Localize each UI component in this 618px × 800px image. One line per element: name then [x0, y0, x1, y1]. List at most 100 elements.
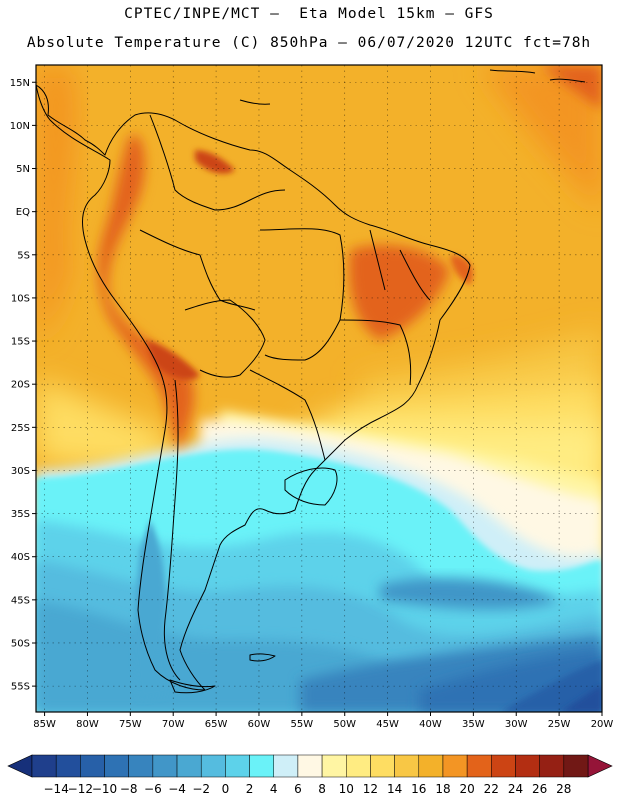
colorbar-label: −2 — [192, 782, 210, 796]
field-warm-north-east — [480, 65, 602, 210]
colorbar-swatch — [55, 754, 81, 778]
colorbar-swatch — [152, 754, 178, 778]
lon-label: 65W — [205, 719, 228, 730]
colorbar-label: −14 — [44, 782, 69, 796]
lat-label: 50S — [11, 638, 30, 649]
colorbar-under-arrow — [7, 754, 33, 778]
colorbar-swatch — [225, 754, 250, 778]
border-peru-brazil — [139, 229, 256, 311]
lon-label: 80W — [76, 719, 99, 730]
colorbar-label: −6 — [144, 782, 162, 796]
longitude-labels: 85W 80W 75W 70W 65W 60W 55W 50W 45W 40W 35W 30W 25W 2… — [33, 719, 613, 730]
border-brazil-paraguay-argentina — [249, 369, 326, 461]
lat-label: 30S — [11, 466, 30, 477]
colorbar-swatch — [491, 754, 516, 778]
field-brazil-northeast — [450, 255, 474, 285]
colorbar-label: 20 — [459, 782, 474, 796]
field-venezuela-hot — [195, 150, 235, 174]
colorbar-swatch — [321, 754, 347, 778]
colorbar-label: −12 — [68, 782, 93, 796]
tierra-del-fuego — [169, 679, 216, 694]
lat-label: 5N — [16, 164, 30, 175]
border-bolivia — [184, 299, 266, 378]
field-altiplano-hot — [145, 340, 200, 380]
colorbar-label: 16 — [411, 782, 426, 796]
field-brazil-highlands — [349, 245, 450, 340]
colorbar-swatch — [346, 754, 371, 778]
field-14c-pacific — [36, 380, 165, 470]
lat-label: 10N — [10, 121, 30, 132]
colorbar-over-arrow — [587, 754, 613, 778]
lat-label: 55S — [11, 682, 30, 693]
temperature-colorbar — [7, 754, 613, 778]
colorbar-swatch — [249, 754, 274, 778]
colorbar-swatch — [394, 754, 420, 778]
lat-label: 15N — [10, 78, 30, 89]
falkland-islands — [249, 653, 276, 662]
colorbar-swatch — [297, 754, 323, 778]
lat-label: 15S — [11, 337, 30, 348]
map-frame — [35, 64, 603, 713]
border-brazil-interior — [259, 228, 345, 361]
lat-label: 20S — [11, 380, 30, 391]
lon-label: 30W — [505, 719, 528, 730]
lat-label: 25S — [11, 423, 30, 434]
lon-label: 35W — [462, 719, 485, 730]
border-brazil-states — [339, 229, 431, 386]
colorbar-swatch — [200, 754, 226, 778]
lon-label: 70W — [162, 719, 185, 730]
colorbar-swatch — [80, 754, 105, 778]
lon-label: 75W — [119, 719, 142, 730]
colorbar-label: −4 — [168, 782, 186, 796]
coastlines-and-borders — [36, 69, 586, 694]
border-chile-argentina — [163, 379, 181, 681]
colorbar-label: 2 — [246, 782, 254, 796]
colorbar-labels: −14−12−10 −8 −6 −4 −2 0 2 4 6 8 10 12 14 16 18 20 22 24 26… — [44, 782, 572, 796]
colorbar-label: 10 — [339, 782, 354, 796]
lat-label: 10S — [11, 293, 30, 304]
field-patagonia-cold — [134, 520, 200, 700]
map-gridlines — [32, 65, 603, 716]
caribbean-islands — [239, 69, 586, 105]
lon-label: 20W — [591, 719, 614, 730]
lon-label: 25W — [548, 719, 571, 730]
colorbar-label: −8 — [120, 782, 138, 796]
border-colombia-venezuela — [149, 114, 286, 211]
lat-label: 45S — [11, 595, 30, 606]
lon-label: 40W — [419, 719, 442, 730]
lon-label: 85W — [33, 719, 56, 730]
field-hot-north-east — [540, 65, 602, 110]
field-minus10c-corner — [500, 660, 602, 712]
colorbar-swatch — [442, 754, 468, 778]
colorbar-label: 6 — [294, 782, 302, 796]
lon-label: 45W — [376, 719, 399, 730]
temperature-field — [36, 65, 602, 712]
colorbar-swatch — [539, 754, 565, 778]
colorbar-label: 22 — [484, 782, 499, 796]
lon-label: 60W — [248, 719, 271, 730]
colorbar-swatch — [563, 754, 589, 778]
colorbar-label: 24 — [508, 782, 523, 796]
colorbar-swatch — [128, 754, 154, 778]
colorbar-label: 26 — [532, 782, 547, 796]
colorbar-label: 18 — [435, 782, 450, 796]
colorbar-label: 14 — [387, 782, 402, 796]
lat-label: EQ — [16, 207, 30, 218]
field-minus4c-streak — [380, 577, 560, 610]
colorbar-swatch — [273, 754, 299, 778]
lon-label: 55W — [291, 719, 314, 730]
colorbar-swatch — [104, 754, 129, 778]
colorbar-swatch — [418, 754, 444, 778]
south-america-coastline — [36, 84, 471, 691]
colorbar-label: 0 — [222, 782, 230, 796]
field-minus12c-corner — [560, 685, 602, 712]
colorbar-label: −10 — [92, 782, 117, 796]
colorbar-label: 8 — [318, 782, 326, 796]
lat-label: 40S — [11, 552, 30, 563]
colorbar-label: 4 — [270, 782, 278, 796]
colorbar-swatch — [370, 754, 395, 778]
colorbar-swatch — [176, 754, 202, 778]
lon-label: 50W — [333, 719, 356, 730]
latitude-labels: 15N 10N 5N EQ 5S 10S 15S 20S 25S 30S 35S 40S 45S 50S 5… — [10, 78, 30, 693]
